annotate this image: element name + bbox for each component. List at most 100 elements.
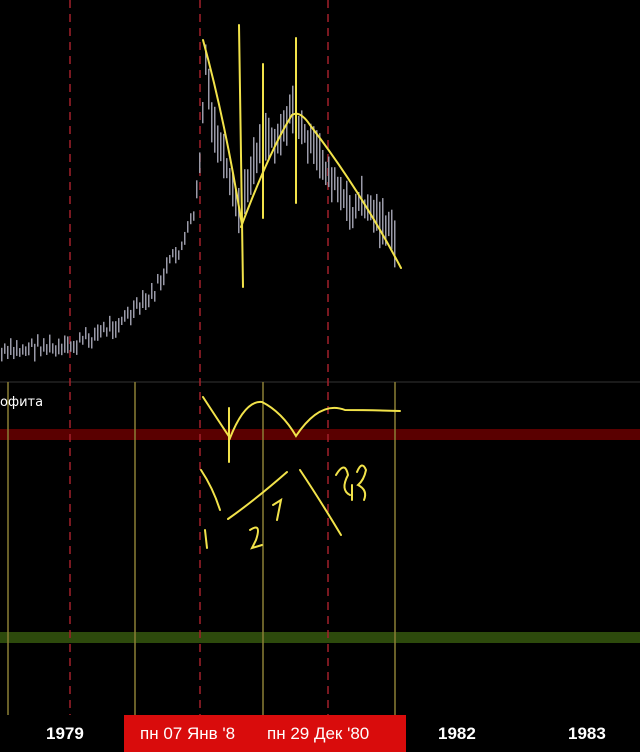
price-bar — [178, 250, 180, 260]
price-bar — [379, 201, 381, 249]
price-bar — [70, 341, 72, 352]
price-bar — [103, 321, 105, 333]
price-chart[interactable] — [0, 0, 640, 715]
annotation-down-curve — [202, 39, 243, 226]
price-bar — [319, 133, 321, 179]
price-bar — [358, 191, 360, 211]
hand-annotations — [200, 24, 402, 550]
crosshair-label-end: пн 29 Дек '80 — [267, 724, 370, 743]
price-bar — [130, 309, 132, 326]
price-bar — [40, 346, 42, 357]
price-bar — [361, 175, 363, 216]
price-bar — [88, 333, 90, 348]
price-bar — [385, 215, 387, 246]
price-bar — [208, 68, 210, 110]
annotation-arrow-down — [200, 469, 221, 511]
price-bar — [154, 291, 156, 302]
price-bar — [223, 133, 225, 179]
price-bar — [43, 338, 45, 352]
price-bar — [160, 275, 162, 291]
price-bar — [220, 132, 222, 162]
annotation-scribble-213 — [335, 464, 368, 501]
price-bar — [1, 347, 3, 362]
price-bar — [85, 327, 87, 340]
price-bar — [292, 85, 294, 134]
annotation-scribble-2 — [249, 526, 263, 550]
price-bar — [97, 324, 99, 341]
price-bar — [307, 130, 309, 164]
price-bar — [127, 306, 129, 319]
price-bar — [247, 169, 249, 203]
price-bar — [343, 189, 345, 209]
price-bar — [364, 199, 366, 219]
price-bar — [283, 110, 285, 142]
time-tick: 1983 — [568, 724, 606, 743]
price-bar — [169, 254, 171, 264]
price-bar — [142, 290, 144, 309]
price-bar — [109, 315, 111, 332]
price-bar — [136, 297, 138, 309]
price-bar — [34, 343, 36, 362]
time-axis[interactable]: 1979 пн 07 Янв '8 пн 29 Дек '80 1982 198… — [0, 715, 640, 752]
price-bar — [82, 335, 84, 345]
price-bar — [328, 156, 330, 188]
price-bar — [301, 110, 303, 145]
price-bar — [67, 336, 69, 354]
price-bar — [256, 142, 258, 174]
price-bar — [190, 213, 192, 225]
price-bar — [304, 124, 306, 143]
price-bar — [235, 186, 237, 217]
price-bar — [226, 158, 228, 179]
crosshair-date-labels: пн 07 Янв '8 пн 29 Дек '80 — [124, 715, 406, 752]
annotation-line-up — [227, 471, 288, 520]
price-bar — [115, 321, 117, 338]
price-bar — [13, 346, 15, 360]
price-bar — [175, 247, 177, 264]
price-bar — [37, 334, 39, 347]
price-bar — [25, 346, 27, 356]
price-bar — [199, 152, 201, 174]
price-bar — [118, 318, 120, 333]
time-tick: 1979 — [46, 724, 84, 743]
price-bar — [205, 44, 207, 75]
price-bar — [79, 332, 81, 343]
price-bar — [376, 193, 378, 231]
price-bar — [91, 337, 93, 349]
price-bar — [325, 161, 327, 186]
price-bar — [232, 170, 234, 207]
price-bar — [334, 167, 336, 191]
price-bar — [124, 310, 126, 322]
price-bar — [61, 343, 63, 356]
price-bar — [349, 195, 351, 230]
price-bar — [310, 123, 312, 154]
price-bar — [373, 199, 375, 233]
price-bar — [172, 249, 174, 258]
price-bar — [322, 149, 324, 180]
price-bar — [112, 321, 114, 340]
price-bar — [31, 338, 33, 347]
indicator-title: офита — [0, 395, 44, 410]
price-bar — [352, 207, 354, 229]
price-bar — [133, 300, 135, 318]
price-bar — [244, 169, 246, 215]
price-bar — [337, 176, 339, 203]
price-bar — [265, 112, 267, 161]
price-bar — [145, 293, 147, 310]
time-tick: 1982 — [438, 724, 476, 743]
price-bar — [19, 348, 21, 357]
price-bar — [196, 180, 198, 199]
price-bar — [313, 126, 315, 164]
price-bar — [193, 211, 195, 221]
price-bar — [64, 335, 66, 353]
price-bar — [73, 340, 75, 353]
price-bar — [211, 102, 213, 143]
annotation-up-curve — [240, 112, 402, 269]
price-bar — [100, 325, 102, 338]
annotation-scribble-2b — [272, 497, 283, 521]
price-bar — [22, 344, 24, 355]
price-bar — [217, 125, 219, 163]
price-bar — [7, 345, 9, 359]
price-bar — [388, 211, 390, 237]
price-bar — [202, 102, 204, 124]
price-bar — [157, 273, 159, 284]
